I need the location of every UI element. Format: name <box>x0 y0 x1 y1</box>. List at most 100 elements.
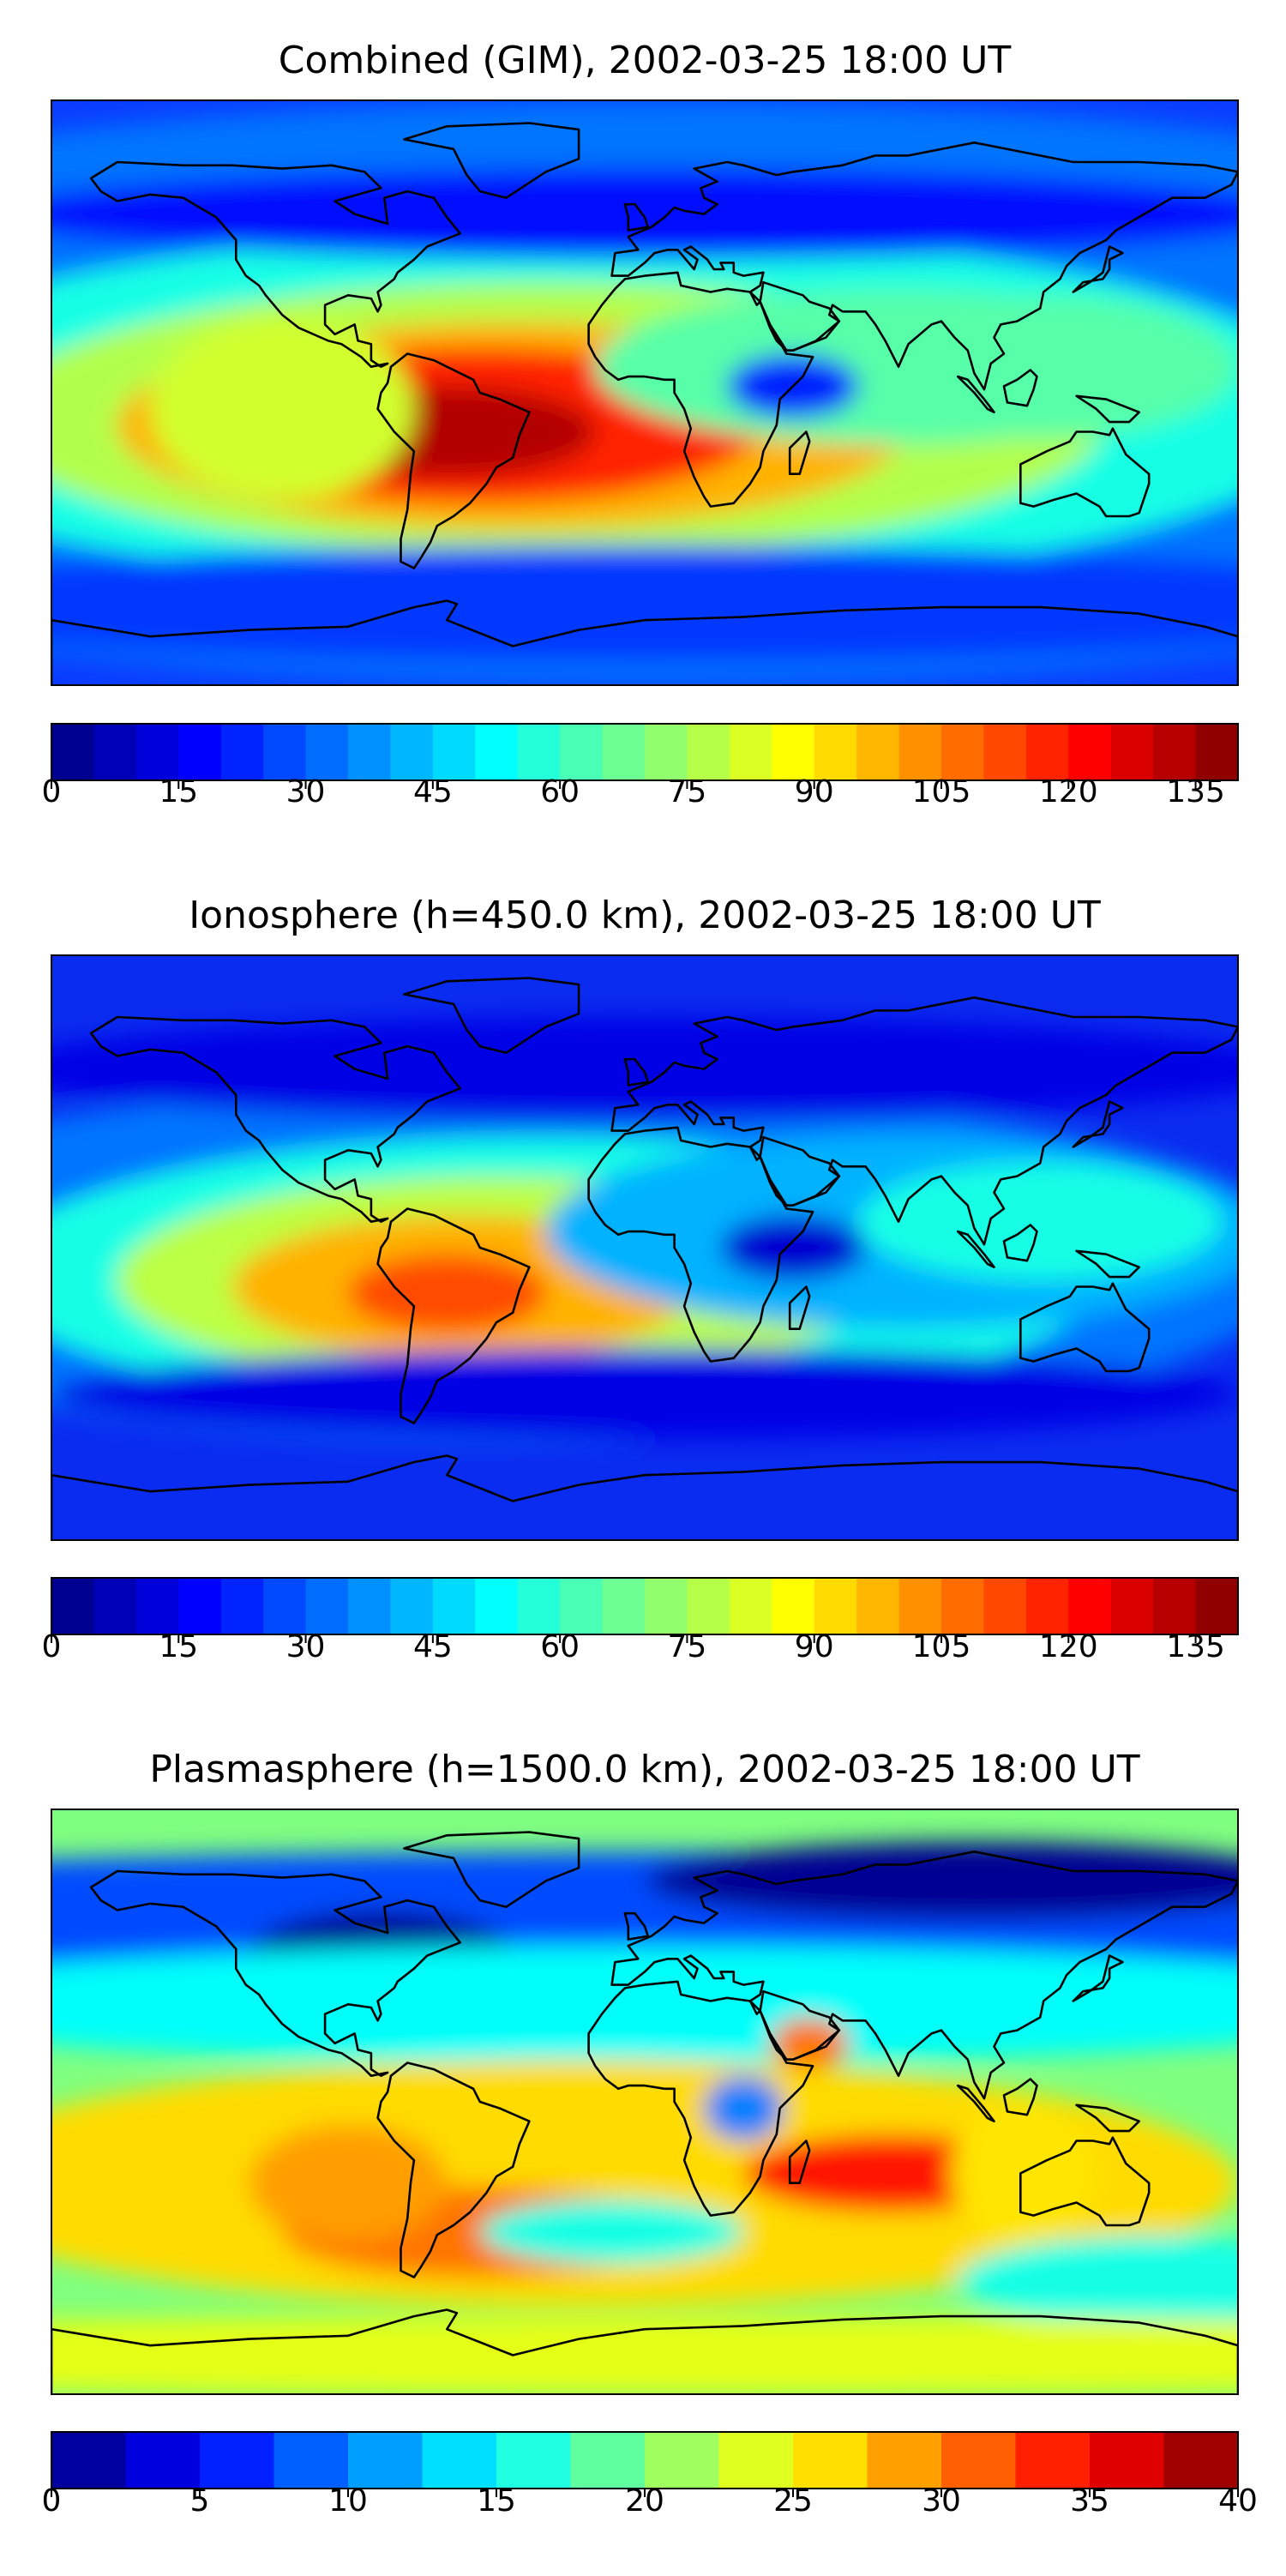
colorbar-bin <box>898 1578 942 1634</box>
colorbar-bin <box>1153 1578 1197 1634</box>
colorbar-bin <box>390 1578 434 1634</box>
colorbar-tick-label: 40 <box>1218 2483 1258 2519</box>
colorbar-bin <box>941 724 985 780</box>
coastline <box>623 202 650 232</box>
field-contour <box>645 1841 1238 1920</box>
colorbar-bin <box>348 724 392 780</box>
map-area-combined <box>51 100 1238 685</box>
colorbar-bin <box>856 1578 900 1634</box>
colorbar-bin <box>305 724 349 780</box>
coastline <box>1075 394 1140 424</box>
colorbar-bin <box>983 1578 1027 1634</box>
colorbar-tick-label: 20 <box>625 2483 664 2519</box>
colorbar-bin <box>867 2432 942 2489</box>
coastline <box>376 2061 531 2278</box>
field-contour <box>51 1348 1238 1440</box>
colorbar-bin <box>348 1578 392 1634</box>
coastline <box>956 2084 995 2122</box>
colorbar-tick-label: 15 <box>477 2483 516 2519</box>
panel-title-plasmasphere: Plasmasphere (h=1500.0 km), 2002-03-25 1… <box>149 1748 1139 1791</box>
colorbar-bin <box>220 1578 264 1634</box>
field-contour <box>842 295 1238 439</box>
coastline <box>1075 1249 1140 1279</box>
colorbar-bin <box>941 2432 1017 2489</box>
field-contour <box>951 2102 1097 2245</box>
map-frame <box>51 1809 1239 2395</box>
colorbar-bin <box>496 2432 572 2489</box>
field-contour <box>51 1017 1238 1122</box>
coastline <box>610 1851 1238 2100</box>
colorbar-bin <box>645 2432 720 2489</box>
colorbar-bin <box>814 1578 857 1634</box>
colorbar-tick-label: 25 <box>773 2483 813 2519</box>
colorbar-bin <box>432 724 476 780</box>
colorbar-bin <box>602 724 646 780</box>
coastline <box>1072 245 1124 293</box>
colorbar-bin <box>645 1578 688 1634</box>
colorbar-tick-label: 120 <box>1039 1629 1098 1664</box>
colorbar-bin <box>135 724 179 780</box>
colorbar-frame <box>51 723 1239 781</box>
colorbar-bin <box>93 1578 137 1634</box>
colorbar-tick-label: 35 <box>1070 2483 1109 2519</box>
field-contour <box>704 2075 784 2141</box>
colorbar-bin <box>263 724 307 780</box>
coastline <box>376 1207 531 1424</box>
colorbar-bin <box>729 1578 772 1634</box>
field-contour <box>770 2017 850 2070</box>
colorbar-bin <box>1090 2432 1165 2489</box>
coastline <box>956 375 995 413</box>
colorbar-tick-label: 5 <box>190 2483 210 2519</box>
colorbar-bin <box>273 2432 349 2489</box>
colorbar-tick-label: 60 <box>540 1629 580 1664</box>
map-frame <box>51 99 1239 686</box>
coastline <box>788 1285 811 1330</box>
heatmap-combined <box>51 100 1238 685</box>
field-contour <box>479 2199 744 2265</box>
colorbar-bin <box>200 2432 275 2489</box>
map-area-ionosphere <box>51 955 1238 1540</box>
colorbar-tick-label: 135 <box>1166 774 1225 810</box>
colorbar-bin <box>898 724 942 780</box>
field-contour <box>348 1254 546 1333</box>
colorbar-bin <box>602 1578 646 1634</box>
colorbar-bin <box>1195 1578 1239 1634</box>
coastline <box>1002 1224 1038 1262</box>
coastline <box>956 1230 995 1268</box>
colorbar-tick-label: 75 <box>668 774 707 810</box>
colorbar-tick-label: 90 <box>795 1629 834 1664</box>
coastline <box>89 1015 461 1223</box>
colorbar-ticks-ionosphere: 0 15 30 45 60 75 90 105 120 135 <box>42 1629 1225 1664</box>
colorbar-bin <box>687 1578 730 1634</box>
colorbar-bin <box>125 2432 201 2489</box>
field-contour <box>51 1946 1238 2063</box>
colorbar-bin <box>1015 2432 1091 2489</box>
field-contour <box>51 2316 1238 2394</box>
colorbar-tick-label: 0 <box>42 1629 62 1664</box>
colorbar-bin <box>793 2432 868 2489</box>
colorbar-bin <box>348 2432 424 2489</box>
colorbar-bin <box>983 724 1027 780</box>
coastline <box>1019 1282 1151 1373</box>
coastline <box>610 996 1238 1246</box>
colorbar-bin <box>560 724 604 780</box>
map-frame <box>51 954 1239 1541</box>
coastline <box>51 599 1238 685</box>
panel-ionosphere: Ionosphere (h=450.0 km), 2002-03-25 18:0… <box>42 894 1239 1664</box>
colorbar-bin <box>51 2432 127 2489</box>
colorbar-bin <box>1153 724 1197 780</box>
colorbar-tick-label: 30 <box>922 2483 961 2519</box>
coastline <box>587 1126 814 1363</box>
colorbar-bin <box>1025 1578 1069 1634</box>
coastline <box>1072 1954 1124 2002</box>
coastline <box>1002 2078 1038 2116</box>
colorbar-bin <box>178 1578 222 1634</box>
colorbar-bin <box>856 724 900 780</box>
colorbar-bin <box>135 1578 179 1634</box>
panel-plasmasphere: Plasmasphere (h=1500.0 km), 2002-03-25 1… <box>42 1748 1258 2519</box>
heatmap-plasmasphere <box>51 1841 1238 2394</box>
colorbar-bin <box>432 1578 476 1634</box>
colorbar-bin <box>645 724 688 780</box>
field-contour <box>51 168 1238 260</box>
